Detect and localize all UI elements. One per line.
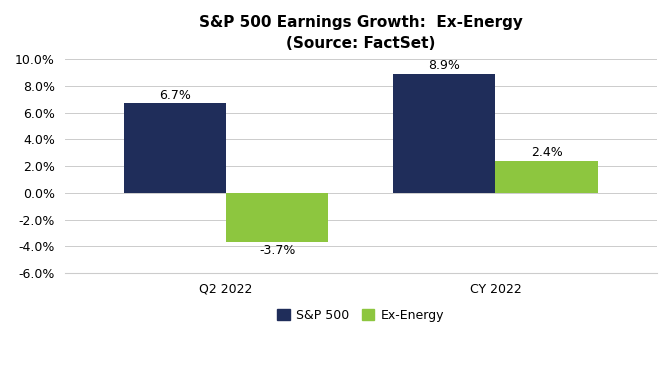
Text: 8.9%: 8.9% xyxy=(428,59,460,72)
Text: 6.7%: 6.7% xyxy=(159,89,191,102)
Legend: S&P 500, Ex-Energy: S&P 500, Ex-Energy xyxy=(272,304,449,327)
Text: 2.4%: 2.4% xyxy=(531,146,562,159)
Bar xyxy=(124,103,226,193)
Title: S&P 500 Earnings Growth:  Ex-Energy
(Source: FactSet): S&P 500 Earnings Growth: Ex-Energy (Sour… xyxy=(199,15,523,51)
Bar xyxy=(226,193,329,242)
Bar xyxy=(495,161,598,193)
Bar xyxy=(393,74,495,193)
Text: -3.7%: -3.7% xyxy=(259,244,296,257)
